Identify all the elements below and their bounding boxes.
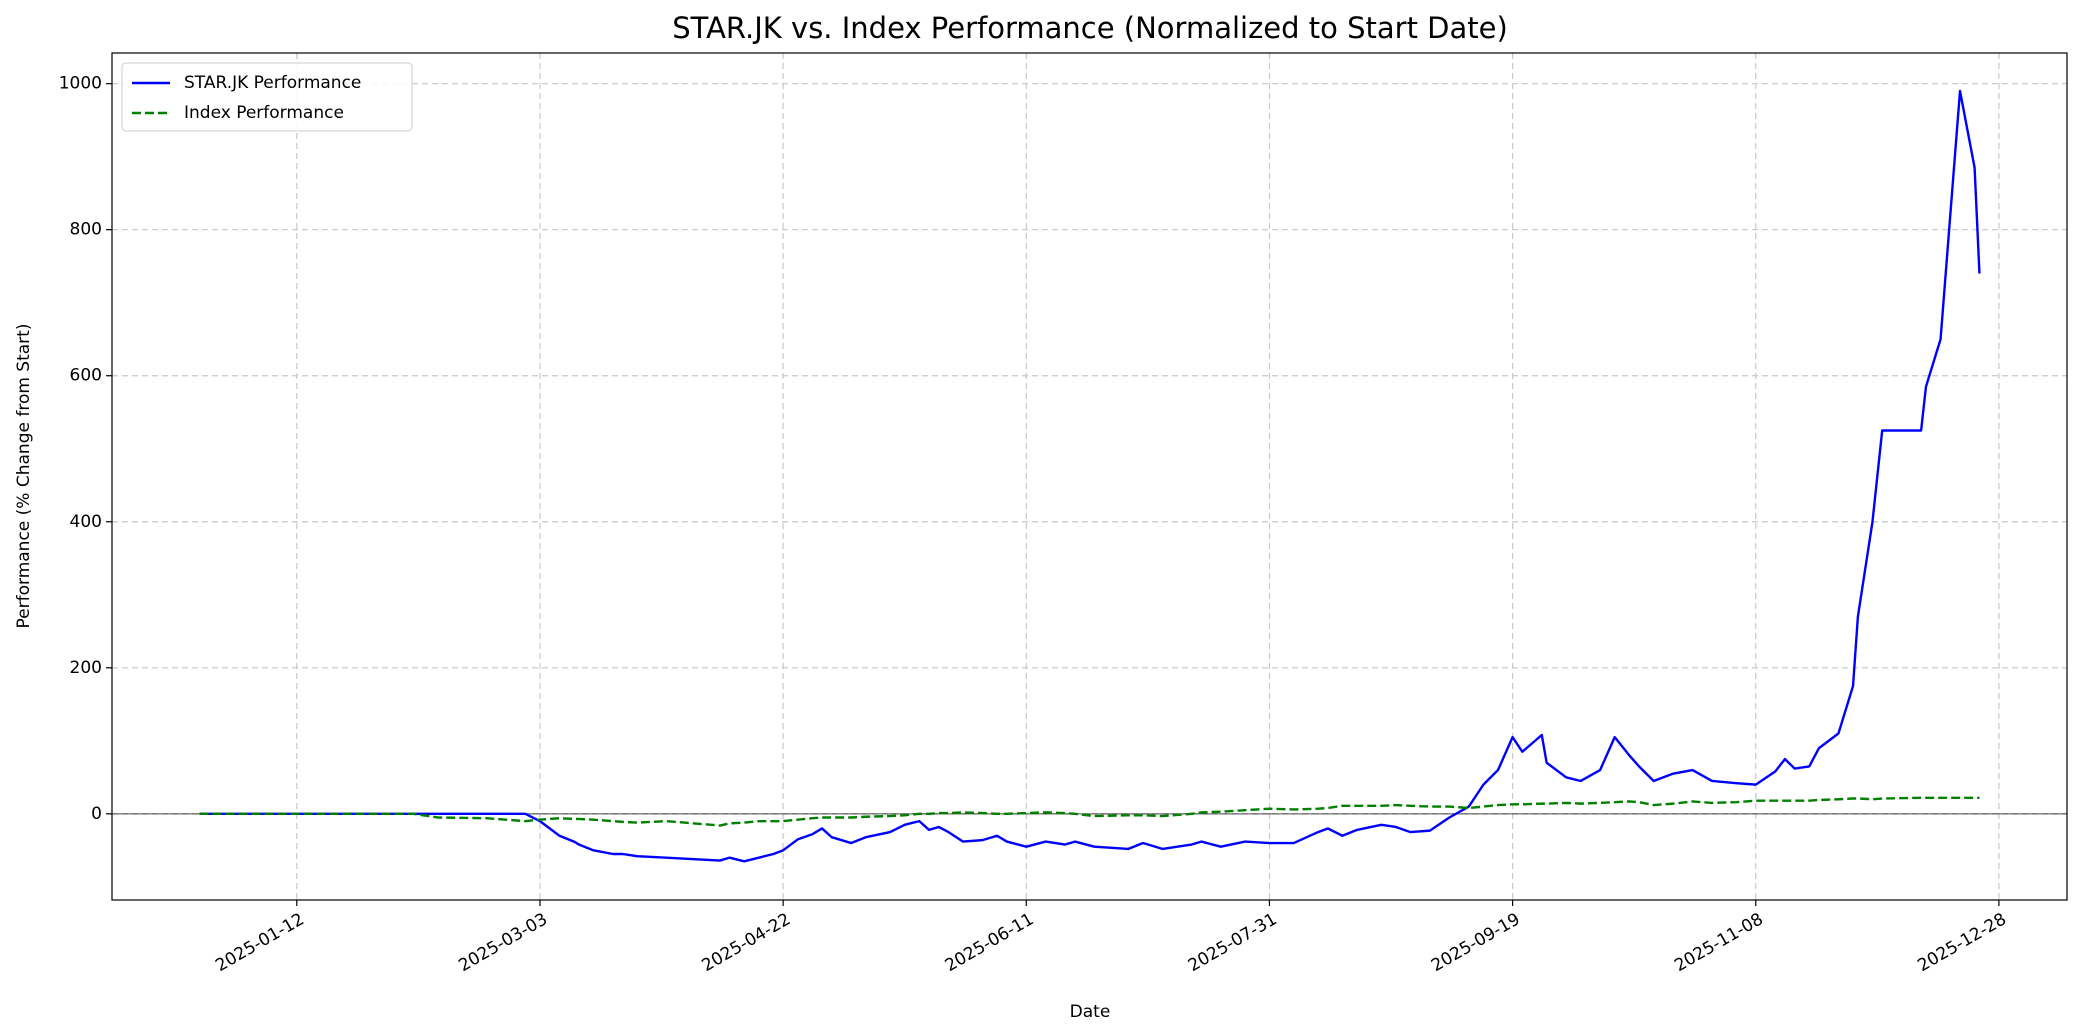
y-tick-label: 600 (70, 366, 102, 386)
y-axis-label: Performance (% Change from Start) (14, 324, 34, 629)
chart-title: STAR.JK vs. Index Performance (Normalize… (672, 11, 1508, 45)
y-tick-label: 0 (91, 804, 102, 824)
x-axis-label: Date (1070, 1002, 1111, 1022)
y-tick-label: 1000 (59, 74, 102, 94)
y-tick-label: 800 (70, 220, 102, 240)
data-line (199, 89, 1981, 863)
y-tick-label: 400 (70, 512, 102, 532)
legend-box (121, 62, 413, 132)
plot-frame (111, 52, 2068, 901)
data-line (199, 796, 1980, 827)
legend-label: Index Performance (184, 103, 344, 123)
legend: STAR.JK Performance Index Performance (121, 62, 413, 132)
y-tick-label: 200 (70, 658, 102, 678)
legend-label: STAR.JK Performance (184, 73, 361, 93)
